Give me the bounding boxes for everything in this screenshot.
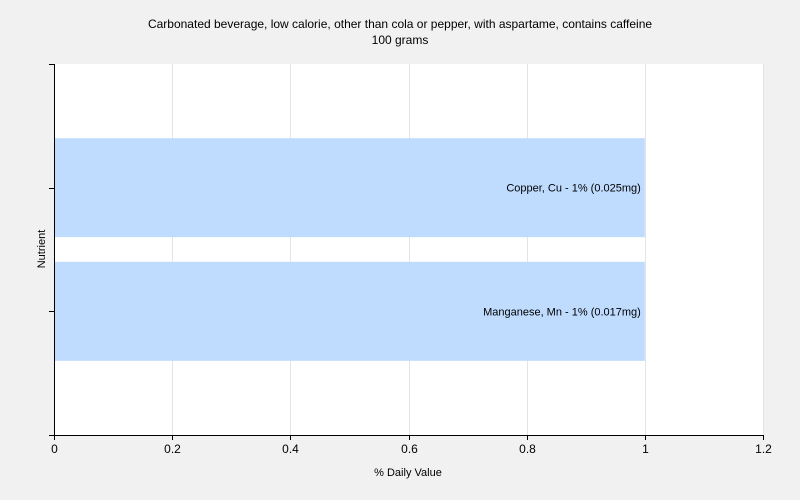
plot-background [54,64,763,435]
chart-title: Carbonated beverage, low calorie, other … [0,16,800,48]
bar-label: Manganese, Mn - 1% (0.017mg) [483,306,641,318]
axes: 0 0.2 0.4 0.6 0.8 1 1.2 [49,64,772,456]
chart-subtitle: 100 grams [371,33,429,47]
bar [55,138,645,238]
bar-label: Copper, Cu - 1% (0.025mg) [506,183,641,195]
x-tick-label: 0.6 [401,442,418,456]
x-tick-label: 1.2 [755,442,772,456]
x-tick-label: 0.2 [164,442,181,456]
bars: Copper, Cu - 1% (0.025mg) Manganese, Mn -… [55,138,645,361]
x-tick-label: 0.8 [519,442,536,456]
y-axis-title: Nutrient [36,230,48,269]
grid-lines [172,64,764,435]
x-tick-label: 1 [642,442,649,456]
x-tick-label: 0.4 [282,442,299,456]
x-tick-label: 0 [51,442,58,456]
x-axis-title: % Daily Value [374,467,442,479]
chart-title-text: Carbonated beverage, low calorie, other … [147,17,653,31]
bar [55,261,645,361]
